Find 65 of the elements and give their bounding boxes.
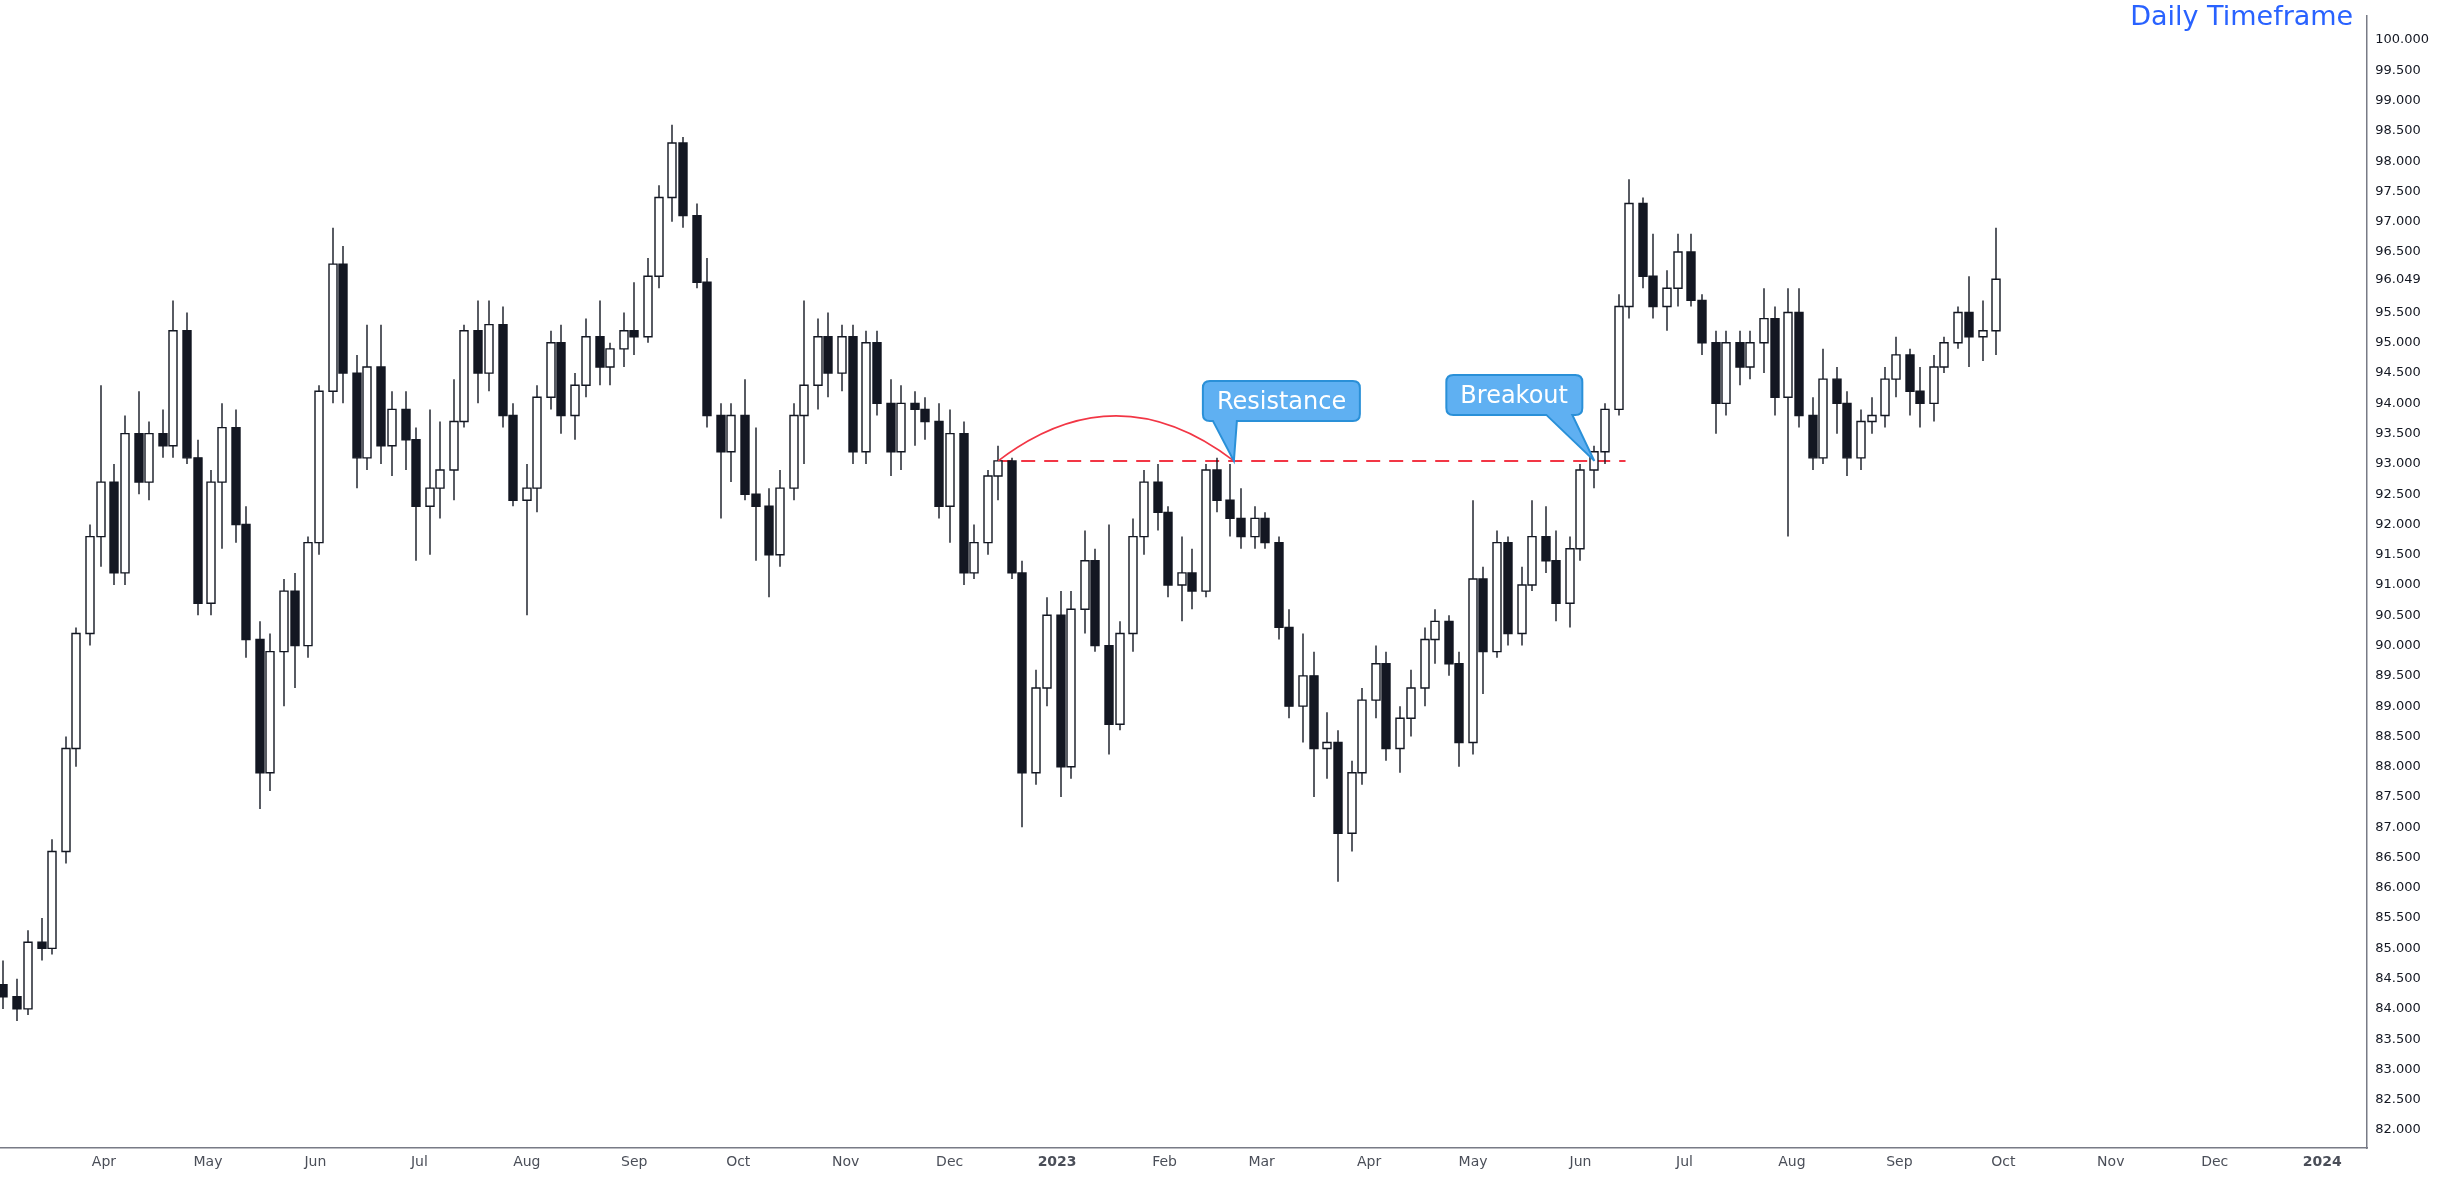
annotation: Resistance	[1215, 385, 1348, 417]
x-tick-label: Aug	[1778, 1153, 1806, 1170]
x-tick-label: Nov	[832, 1153, 860, 1170]
y-tick-label: 100.000	[2375, 31, 2430, 47]
y-tick-label: 89.000	[2375, 697, 2421, 713]
y-tick-label: 93.000	[2375, 455, 2421, 471]
x-tick-label: Dec	[2201, 1153, 2229, 1170]
y-tick-label: 97.500	[2375, 182, 2421, 198]
y-tick-label: 97.000	[2375, 213, 2421, 229]
y-tick-label: 89.500	[2375, 667, 2421, 683]
y-tick-label: 90.000	[2375, 636, 2421, 652]
x-tick-label: May	[1458, 1153, 1488, 1170]
y-tick-label: 82.500	[2375, 1091, 2421, 1107]
y-tick-label: 95.000	[2375, 334, 2421, 350]
annotation: Breakout	[1459, 379, 1569, 411]
candlestick	[1991, 227, 2001, 356]
y-tick-label: 83.000	[2375, 1060, 2421, 1076]
y-tick-label: 84.000	[2375, 1000, 2421, 1016]
x-tick-label: 2023	[1037, 1153, 1077, 1170]
x-tick-label: Dec	[936, 1153, 964, 1170]
x-tick-label: May	[193, 1153, 223, 1170]
x-tick-label: Aug	[513, 1153, 541, 1170]
y-tick-label: 91.000	[2375, 576, 2421, 592]
y-tick-label: 99.500	[2375, 61, 2421, 77]
chart-title: Daily Timeframe	[2130, 0, 2354, 31]
y-tick-label: 87.500	[2375, 788, 2421, 804]
y-tick-label: 96.500	[2375, 243, 2421, 259]
candlestick	[1978, 299, 1988, 362]
x-tick-label: Apr	[1356, 1153, 1382, 1170]
y-tick-label: 98.000	[2375, 152, 2421, 168]
y-tick-label: 99.000	[2375, 91, 2421, 107]
y-tick-label: 82.000	[2375, 1121, 2421, 1137]
y-tick-label: 85.500	[2375, 909, 2421, 925]
x-tick-label: Mar	[1248, 1153, 1276, 1170]
y-tick-label: 84.500	[2375, 970, 2421, 986]
x-tick-label: 2024	[2302, 1153, 2342, 1170]
x-tick-label: Nov	[2097, 1153, 2125, 1170]
x-tick-label: Apr	[91, 1153, 117, 1170]
y-tick-label: 98.500	[2375, 122, 2421, 138]
y-tick-label: 90.500	[2375, 606, 2421, 622]
y-tick-label: 83.500	[2375, 1030, 2421, 1046]
y-tick-label: 92.500	[2375, 485, 2421, 501]
x-tick-label: Sep	[621, 1153, 648, 1170]
x-tick-label: Oct	[726, 1153, 751, 1170]
x-tick-label: Jun	[303, 1153, 327, 1170]
x-tick-label: Jul	[409, 1153, 428, 1170]
y-tick-label: 95.500	[2375, 303, 2421, 319]
y-tick-label: 85.000	[2375, 939, 2421, 955]
y-tick-label: 87.000	[2375, 818, 2421, 834]
y-tick-label: 96.049	[2375, 270, 2421, 286]
y-tick-label: 91.500	[2375, 546, 2421, 562]
y-tick-label: 86.500	[2375, 848, 2421, 864]
y-tick-label: 86.000	[2375, 879, 2421, 895]
x-tick-label: Oct	[1991, 1153, 2016, 1170]
y-tick-label: 94.500	[2375, 364, 2421, 380]
candlestick	[0, 959, 8, 1010]
y-tick-label: 92.000	[2375, 515, 2421, 531]
x-tick-label: Jul	[1675, 1153, 1693, 1170]
y-tick-label: 94.000	[2375, 394, 2421, 410]
y-tick-label: 88.000	[2375, 758, 2421, 774]
x-tick-label: Sep	[1886, 1153, 1913, 1170]
x-tick-label: Feb	[1152, 1153, 1178, 1170]
y-tick-label: 93.500	[2375, 425, 2421, 441]
y-tick-label: 88.500	[2375, 727, 2421, 743]
x-tick-label: Jun	[1568, 1153, 1592, 1170]
